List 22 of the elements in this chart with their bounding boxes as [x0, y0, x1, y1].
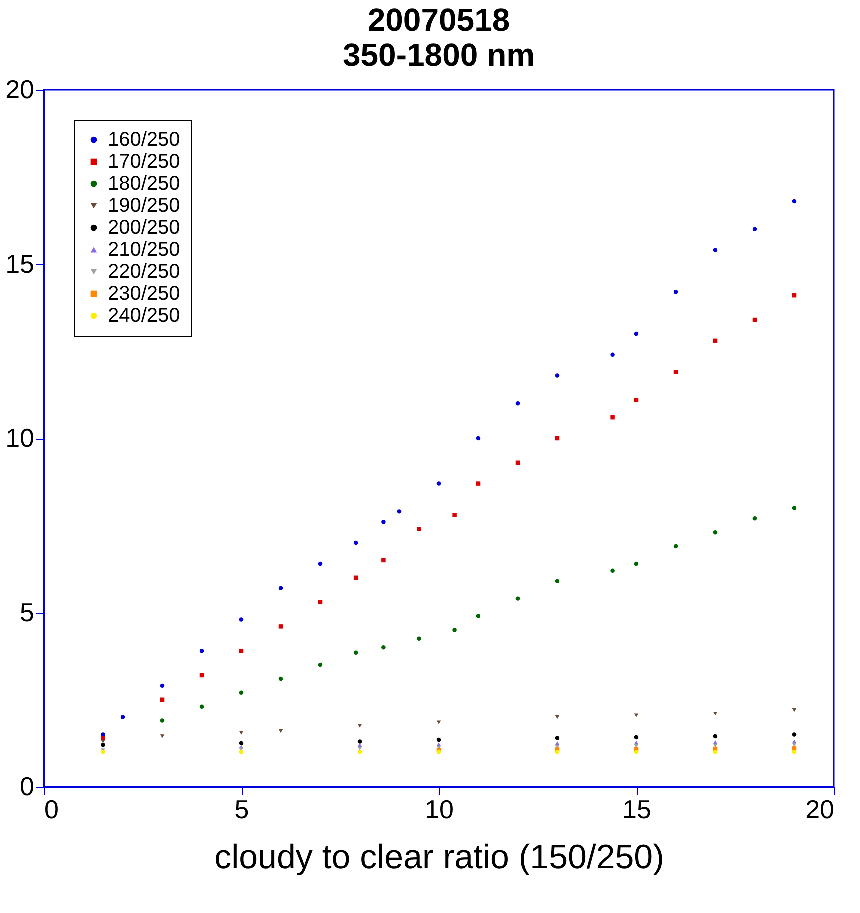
y-tick-label: 15	[6, 248, 34, 279]
chart-subtitle: 350-1800 nm	[342, 37, 536, 73]
x-axis-title: cloudy to clear ratio (150/250)	[214, 838, 664, 876]
y-tick-label: 20	[6, 74, 34, 104]
legend-label: 190/250	[108, 195, 180, 217]
x-tick-label: 15	[622, 794, 652, 824]
y-tick-label: 10	[6, 423, 34, 453]
legend-label: 180/250	[108, 173, 180, 195]
y-tick-label: 5	[20, 597, 34, 628]
x-tick-label: 5	[234, 794, 250, 824]
legend-label: 210/250	[108, 239, 180, 261]
chart-title: 20070518	[368, 2, 510, 38]
legend-label: 220/250	[108, 261, 180, 283]
legend-label: 170/250	[108, 151, 180, 173]
legend-label: 230/250	[108, 283, 180, 305]
x-tick-label: 10	[425, 794, 454, 824]
legend-label: 240/250	[108, 305, 180, 327]
y-tick-label: 0	[20, 772, 34, 802]
legend-label: 200/250	[108, 217, 180, 239]
legend-label: 160/250	[108, 129, 180, 151]
x-tick-label: 20	[806, 794, 834, 824]
x-tick-label: 0	[44, 794, 59, 824]
